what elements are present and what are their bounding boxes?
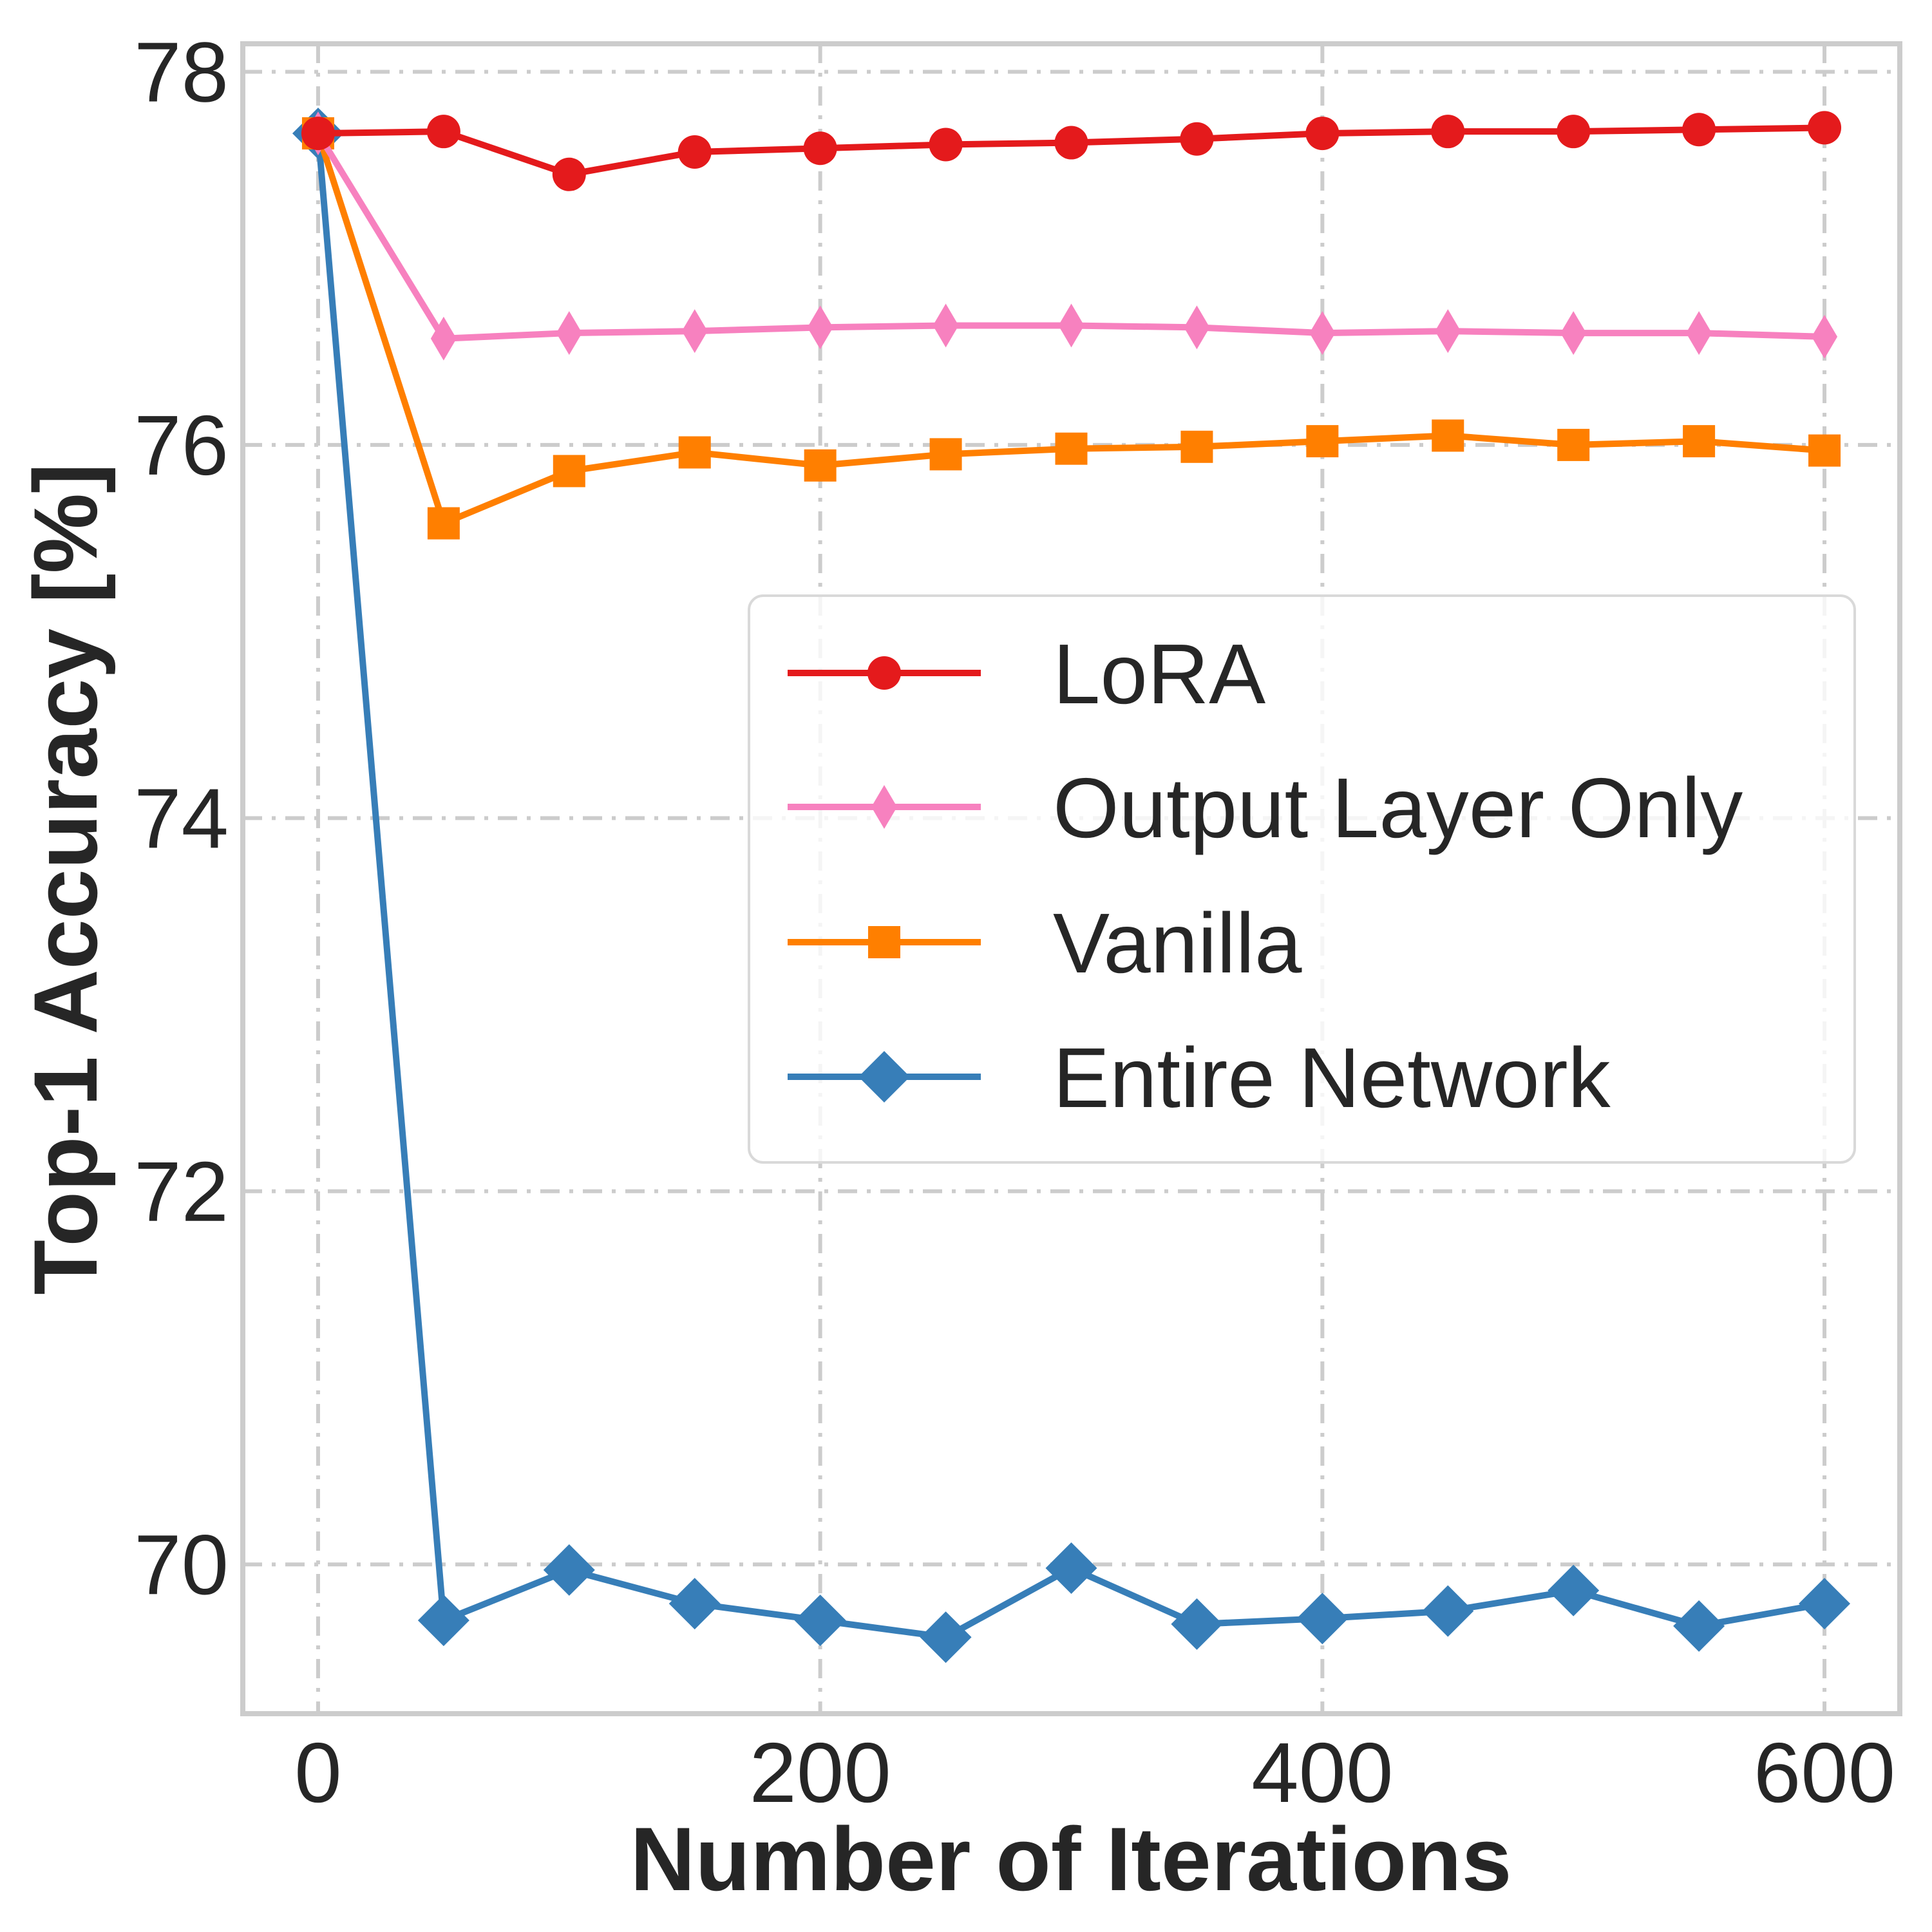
data-point-vanilla-600 bbox=[1808, 434, 1841, 467]
data-point-vanilla-250 bbox=[929, 438, 962, 471]
data-point-output-layer-only-300 bbox=[1058, 303, 1084, 348]
x-axis-title: Number of Iterations bbox=[630, 1808, 1511, 1909]
data-point-lora-0 bbox=[301, 117, 335, 151]
data-point-vanilla-350 bbox=[1180, 430, 1213, 463]
legend-box bbox=[748, 594, 1856, 1164]
data-point-vanilla-100 bbox=[553, 455, 585, 488]
data-point-output-layer-only-200 bbox=[807, 305, 833, 350]
data-point-entire-network-400 bbox=[1296, 1593, 1349, 1645]
series-layer bbox=[292, 108, 1851, 1663]
data-point-output-layer-only-400 bbox=[1309, 311, 1336, 355]
data-point-lora-150 bbox=[677, 135, 712, 169]
data-point-lora-550 bbox=[1682, 113, 1716, 147]
data-point-entire-network-600 bbox=[1799, 1578, 1851, 1630]
y-axis-title: Top-1 Accuracy [%] bbox=[15, 463, 116, 1294]
data-point-entire-network-300 bbox=[1045, 1542, 1097, 1595]
data-point-lora-500 bbox=[1557, 115, 1591, 149]
data-point-vanilla-500 bbox=[1557, 428, 1590, 461]
grid bbox=[243, 44, 1900, 1714]
x-tick-label-600: 600 bbox=[1754, 1725, 1895, 1820]
data-point-entire-network-100 bbox=[543, 1544, 595, 1596]
data-point-entire-network-450 bbox=[1422, 1585, 1474, 1637]
legend-marker-output-layer-only bbox=[871, 785, 897, 829]
data-point-output-layer-only-150 bbox=[681, 309, 708, 354]
y-tick-label-70: 70 bbox=[134, 1517, 229, 1612]
x-tick-label-400: 400 bbox=[1251, 1725, 1393, 1820]
plot-frame bbox=[240, 41, 1902, 1716]
data-point-lora-450 bbox=[1431, 115, 1465, 149]
data-point-entire-network-250 bbox=[920, 1611, 972, 1663]
data-point-output-layer-only-450 bbox=[1435, 309, 1461, 354]
data-point-vanilla-150 bbox=[678, 436, 711, 469]
data-point-vanilla-300 bbox=[1055, 432, 1088, 465]
data-point-lora-100 bbox=[552, 157, 586, 191]
legend-marker-entire-network bbox=[858, 1051, 910, 1103]
data-point-vanilla-200 bbox=[804, 449, 837, 482]
data-point-vanilla-450 bbox=[1432, 419, 1464, 452]
legend-label-entire-network: Entire Network bbox=[1053, 1030, 1611, 1125]
data-point-entire-network-500 bbox=[1548, 1564, 1600, 1616]
data-point-lora-400 bbox=[1305, 117, 1340, 151]
y-tick-label-76: 76 bbox=[134, 398, 229, 493]
x-tick-label-200: 200 bbox=[750, 1725, 891, 1820]
data-point-output-layer-only-500 bbox=[1560, 311, 1587, 355]
data-point-vanilla-550 bbox=[1683, 425, 1716, 458]
data-point-lora-250 bbox=[929, 128, 963, 162]
legend: LoRA Output Layer Only Vanilla Entire Netwo… bbox=[748, 594, 1856, 1164]
data-point-vanilla-50 bbox=[427, 507, 460, 540]
legend-label-lora: LoRA bbox=[1053, 627, 1265, 721]
data-point-lora-200 bbox=[803, 131, 837, 166]
data-point-entire-network-150 bbox=[668, 1578, 721, 1630]
data-point-vanilla-400 bbox=[1306, 425, 1339, 458]
data-point-output-layer-only-100 bbox=[556, 311, 582, 355]
series-output-layer-only bbox=[305, 111, 1838, 361]
legend-item-entire-network: Entire Network bbox=[788, 1030, 1611, 1125]
data-point-output-layer-only-250 bbox=[933, 303, 959, 348]
legend-marker-lora bbox=[867, 656, 901, 690]
data-point-output-layer-only-50 bbox=[430, 316, 457, 361]
y-tick-label-72: 72 bbox=[134, 1144, 229, 1239]
series-lora bbox=[301, 111, 1842, 191]
legend-item-output-layer-only: Output Layer Only bbox=[788, 761, 1743, 855]
data-point-entire-network-200 bbox=[794, 1595, 846, 1647]
data-point-entire-network-550 bbox=[1673, 1600, 1725, 1652]
y-tick-label-78: 78 bbox=[134, 24, 229, 119]
data-point-lora-350 bbox=[1180, 122, 1214, 156]
data-point-output-layer-only-600 bbox=[1812, 314, 1838, 359]
data-point-entire-network-350 bbox=[1171, 1598, 1223, 1650]
legend-marker-vanilla bbox=[868, 926, 900, 958]
series-vanilla bbox=[301, 117, 1841, 540]
data-point-lora-300 bbox=[1054, 126, 1088, 160]
data-point-lora-600 bbox=[1808, 111, 1842, 145]
legend-label-output-layer-only: Output Layer Only bbox=[1053, 761, 1743, 855]
legend-label-vanilla: Vanilla bbox=[1053, 896, 1302, 990]
y-tick-label-74: 74 bbox=[134, 771, 229, 866]
x-tick-label-0: 0 bbox=[294, 1725, 341, 1820]
tick-labels: 70 72 74 76 78 0 200 400 600 bbox=[134, 24, 1895, 1820]
data-point-output-layer-only-350 bbox=[1184, 305, 1210, 350]
data-point-output-layer-only-550 bbox=[1686, 311, 1712, 355]
data-point-entire-network-50 bbox=[417, 1595, 469, 1647]
data-point-lora-50 bbox=[426, 115, 460, 149]
legend-item-vanilla: Vanilla bbox=[788, 896, 1302, 990]
legend-item-lora: LoRA bbox=[788, 627, 1265, 721]
